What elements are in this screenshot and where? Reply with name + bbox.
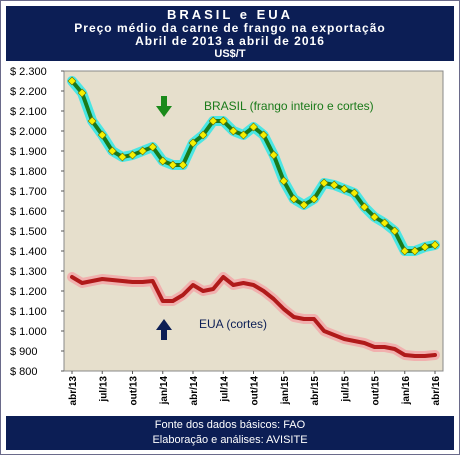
brasil-data-point (420, 242, 430, 252)
arrow-shape (156, 319, 172, 340)
x-tick-label: out/14 (250, 376, 261, 406)
chart-area: $ 800 $ 900 $ 1.000 $ 1.100 $ 1.200 $ 1.300 $ … (6, 61, 454, 416)
brasil-data-point (299, 200, 309, 210)
y-tick-label: $ 2.200 (10, 86, 47, 98)
x-tick-label: out/13 (129, 376, 140, 406)
brasil-data-point (97, 130, 107, 140)
brasil-data-point (107, 146, 117, 156)
x-tick-label: jul/14 (219, 376, 230, 403)
line-chart: $ 800 $ 900 $ 1.000 $ 1.100 $ 1.200 $ 1.300 $ … (10, 66, 444, 405)
y-tick-label: $ 1.300 (10, 266, 47, 278)
brasil-data-point (198, 130, 208, 140)
brasil-data-point (329, 180, 339, 190)
x-axis: abr/13 jul/13 out/13 jan/14 abr/14 jul/14 out/… (68, 371, 442, 405)
brasil-data-point (138, 146, 148, 156)
x-tick-label: abr/13 (68, 376, 79, 406)
y-tick-label: $ 2.300 (10, 66, 47, 78)
brasil-data-point (208, 116, 218, 126)
brasil-data-point (410, 246, 420, 256)
eua-series-label: EUA (cortes) (199, 317, 267, 331)
brasil-data-point (339, 184, 349, 194)
chart-header: BRASIL e EUA Preço médio da carne de fra… (6, 6, 454, 61)
y-tick-label: $ 1.900 (10, 146, 47, 158)
brasil-data-point (87, 116, 97, 126)
chart-period: Abril de 2013 a abril de 2016 (135, 34, 325, 48)
y-tick-label: $ 1.100 (10, 306, 47, 318)
x-tick-label: abr/14 (189, 376, 200, 406)
chart-unit: US$/T (214, 48, 246, 60)
brasil-data-point (188, 138, 198, 148)
arrow-down-icon (156, 96, 172, 117)
arrow-up-icon (156, 319, 172, 340)
y-tick-label: $ 2.100 (10, 106, 47, 118)
x-tick-label: abr/15 (310, 376, 321, 406)
brasil-data-point (289, 194, 299, 204)
x-tick-label: jul/15 (340, 376, 351, 403)
y-tick-label: $ 900 (10, 346, 38, 358)
brasil-data-point (400, 246, 410, 256)
brasil-data-point (168, 160, 178, 170)
y-tick-label: $ 1.400 (10, 246, 47, 258)
brasil-data-point (319, 178, 329, 188)
x-tick-label: jan/15 (280, 376, 291, 406)
brasil-data-point (117, 152, 127, 162)
y-axis: $ 800 $ 900 $ 1.000 $ 1.100 $ 1.200 $ 1.300 $ … (10, 66, 64, 378)
chart-subtitle: Preço médio da carne de frango na export… (74, 21, 386, 35)
y-tick-label: $ 1.700 (10, 186, 47, 198)
annotations: BRASIL (frango inteiro e cortes) EUA (co… (156, 96, 374, 340)
chart-title: BRASIL e EUA (166, 7, 294, 22)
brasil-data-point (370, 212, 379, 222)
source-note: Fonte dos dados básicos: FAO (154, 419, 306, 431)
brasil-data-point (349, 188, 359, 198)
brasil-data-point (259, 130, 269, 140)
brasil-data-point (380, 218, 390, 228)
y-tick-label: $ 1.200 (10, 286, 47, 298)
y-tick-label: $ 1.800 (10, 166, 47, 178)
brasil-data-point (309, 194, 319, 204)
brasil-data-point (158, 156, 168, 166)
brasil-data-point (77, 88, 87, 98)
y-tick-label: $ 1.500 (10, 226, 47, 238)
x-tick-label: jan/14 (159, 376, 170, 406)
y-tick-label: $ 2.000 (10, 126, 47, 138)
arrow-shape (156, 96, 172, 117)
credits-note: Elaboração e análises: AVISITE (152, 434, 308, 446)
brasil-data-point (67, 76, 77, 86)
series-group (67, 76, 440, 361)
brasil-data-point (279, 176, 289, 186)
x-tick-label: abr/16 (431, 376, 442, 406)
x-tick-label: jul/13 (98, 376, 109, 403)
brasil-data-point (249, 122, 258, 132)
x-tick-label: out/15 (371, 376, 382, 406)
brasil-data-point (430, 240, 440, 250)
brasil-data-point (359, 202, 369, 212)
brasil-data-point (218, 116, 228, 126)
y-tick-label: $ 1.600 (10, 206, 47, 218)
y-tick-label: $ 1.000 (10, 326, 47, 338)
chart-footer: Fonte dos dados básicos: FAO Elaboração … (6, 416, 454, 450)
brasil-data-point (269, 150, 279, 160)
y-tick-label: $ 800 (10, 366, 38, 378)
brasil-series-label: BRASIL (frango inteiro e cortes) (204, 99, 374, 113)
brasil-data-point (228, 126, 238, 136)
eua-series-line (70, 275, 437, 358)
brasil-data-point (390, 226, 400, 236)
brasil-data-point (178, 160, 188, 170)
brasil-data-point (238, 130, 248, 140)
brasil-data-point (128, 150, 137, 160)
x-tick-label: jan/16 (401, 376, 412, 406)
brasil-data-point (148, 142, 158, 152)
